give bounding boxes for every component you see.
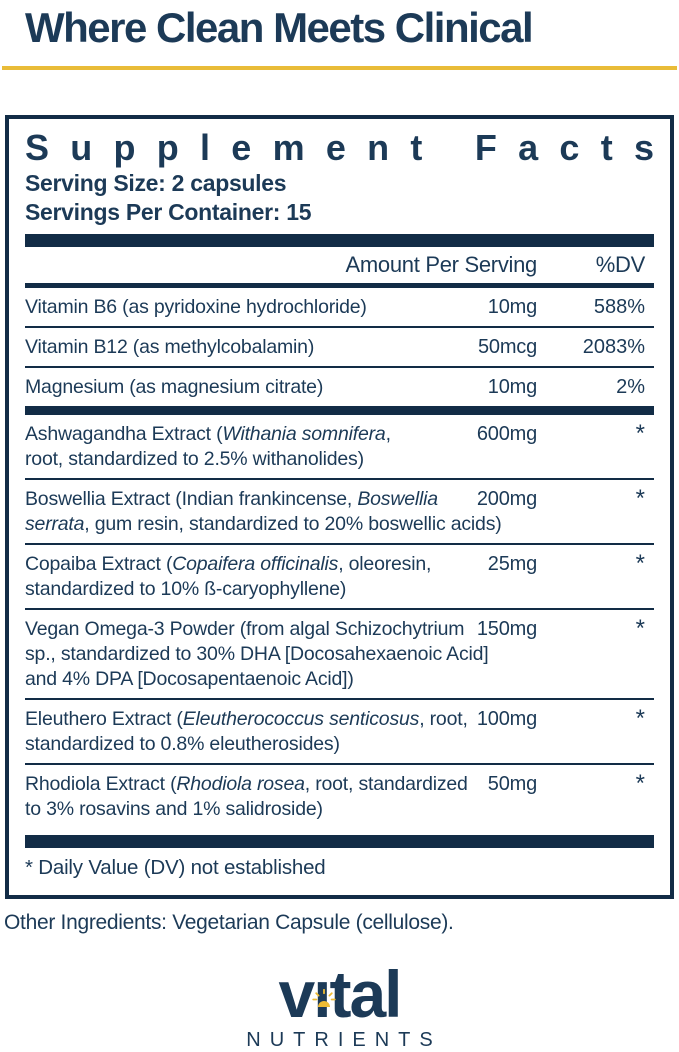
ingredient-name: Rhodiola Extract (Rhodiola rosea, root, … (25, 773, 468, 820)
ingredient-row: Ashwagandha Extract (Withania somnifera,… (25, 415, 654, 478)
amount-per-serving-value: 25mg (487, 553, 537, 575)
dv-footnote: * Daily Value (DV) not established (25, 856, 326, 879)
daily-value: * (635, 420, 645, 447)
amount-per-serving-value: 10mg (487, 376, 537, 398)
ingredient-row: Rhodiola Extract (Rhodiola rosea, root, … (25, 765, 654, 828)
ingredient-row: Vitamin B6 (as pyridoxine hydrochloride)… (25, 288, 654, 326)
column-header-row: Amount Per Serving %DV (25, 247, 654, 283)
row-divider (25, 543, 654, 545)
daily-value: 588% (593, 296, 645, 318)
facts-rows: Vitamin B6 (as pyridoxine hydrochloride)… (25, 288, 654, 828)
section-divider (25, 406, 654, 415)
amount-per-serving-value: 100mg (476, 708, 537, 730)
row-divider (25, 608, 654, 610)
daily-value: * (635, 705, 645, 732)
ingredient-name: Vitamin B12 (as methylcobalamin) (25, 336, 315, 358)
row-divider (25, 478, 654, 480)
ingredient-row: Eleuthero Extract (Eleutherococcus senti… (25, 700, 654, 763)
ingredient-row: Vegan Omega-3 Powder (from algal Schizoc… (25, 610, 654, 698)
amount-per-serving-value: 50mcg (477, 336, 537, 358)
ingredient-row: Boswellia Extract (Indian frankincense, … (25, 480, 654, 543)
daily-value: * (635, 485, 645, 512)
column-header-dv: %DV (595, 252, 646, 277)
row-divider (25, 763, 654, 765)
brand-logo: vıtal NUTRIENTS (0, 961, 679, 1052)
amount-per-serving-value: 10mg (487, 296, 537, 318)
ingredient-name: Boswellia Extract (Indian frankincense, … (25, 488, 502, 535)
other-ingredients: Other Ingredients: Vegetarian Capsule (c… (4, 911, 454, 934)
daily-value: * (635, 615, 645, 642)
ingredient-row: Vitamin B12 (as methylcobalamin) 50mcg 208… (25, 328, 654, 366)
daily-value: * (635, 770, 645, 797)
ingredient-name: Eleuthero Extract (Eleutherococcus senti… (25, 708, 468, 755)
row-divider (25, 698, 654, 700)
column-header-amount: Amount Per Serving (345, 252, 538, 277)
ingredient-name: Magnesium (as magnesium citrate) (25, 376, 324, 398)
brand-subtext: NUTRIENTS (246, 1029, 442, 1051)
thick-divider-top (25, 234, 654, 247)
ingredient-name: Vitamin B6 (as pyridoxine hydrochloride) (25, 296, 367, 318)
brand-wordmark: vıtal (278, 961, 402, 1027)
tagline-heading: Where Clean Meets Clinical (25, 4, 534, 51)
ingredient-name: Ashwagandha Extract (Withania somnifera,… (25, 423, 391, 470)
amount-per-serving-value: 50mg (487, 773, 537, 795)
ingredient-row: Copaiba Extract (Copaifera officinalis, … (25, 545, 654, 608)
sun-icon (311, 951, 337, 1007)
thick-divider-bottom (25, 835, 654, 848)
servings-per-container: Servings Per Container: 15 (25, 199, 312, 225)
ingredient-name: Vegan Omega-3 Powder (from algal Schizoc… (25, 618, 489, 690)
daily-value: 2083% (582, 336, 645, 358)
ingredient-name: Copaiba Extract (Copaifera officinalis, … (25, 553, 432, 600)
row-divider (25, 366, 654, 368)
gold-divider (2, 66, 677, 70)
serving-size: Serving Size: 2 capsules (25, 170, 287, 196)
daily-value: * (635, 550, 645, 577)
amount-per-serving-value: 600mg (476, 423, 537, 445)
ingredient-row: Magnesium (as magnesium citrate) 10mg 2% (25, 368, 654, 406)
daily-value: 2% (616, 376, 645, 398)
row-divider (25, 326, 654, 328)
column-header-divider (25, 283, 654, 288)
amount-per-serving-value: 200mg (476, 488, 537, 510)
brand-text: vıtal (278, 957, 402, 1031)
amount-per-serving-value: 150mg (476, 618, 537, 640)
